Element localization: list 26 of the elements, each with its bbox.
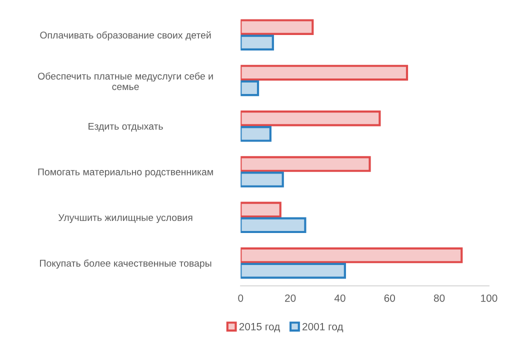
x-tick-label: 0: [238, 294, 244, 302]
y-tick-label: Покупать более качественные товары: [40, 259, 212, 269]
bar: [240, 262, 346, 279]
x-tick-label: 20: [285, 294, 296, 302]
legend-label: 2015 год: [239, 322, 280, 332]
bar: [240, 80, 260, 96]
x-tick-label: 40: [334, 294, 346, 302]
bar: [240, 126, 272, 142]
y-tick-label: Ездить отдыхать: [88, 122, 163, 132]
bar: [240, 19, 314, 35]
bar: [240, 202, 282, 218]
bar: [240, 110, 381, 126]
bar: [240, 34, 274, 51]
y-tick-label: Обеспечить платные медуслуги себе и семье: [38, 72, 213, 90]
y-tick-label: Оплачивать образование своих детей: [40, 31, 211, 40]
y-tick-label: Помогать материально родственникам: [38, 168, 213, 178]
bar: [240, 156, 371, 172]
y-tick-label: Улучшить жилищные условия: [58, 214, 192, 223]
legend-label: 2001 год: [302, 322, 344, 332]
x-tick-label: 80: [434, 294, 445, 302]
bar: [240, 172, 284, 188]
bar: [240, 217, 306, 234]
x-tick-label: 60: [384, 294, 396, 302]
bar: [240, 64, 408, 81]
bar: [240, 247, 463, 264]
x-tick-label: 100: [481, 294, 498, 302]
